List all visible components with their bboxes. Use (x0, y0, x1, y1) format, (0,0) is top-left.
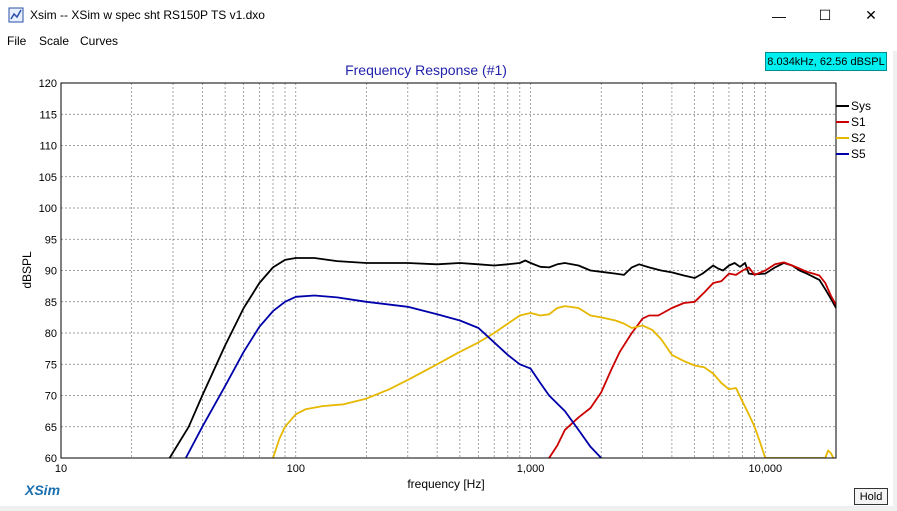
y-tick-label: 60 (45, 453, 57, 465)
cursor-readout: 8.034kHz, 62.56 dBSPL (765, 52, 887, 71)
x-axis: 10 100 1,000 10,000 (55, 463, 782, 475)
maximize-button[interactable]: ☐ (802, 0, 848, 31)
x-axis-label: frequency [Hz] (407, 477, 484, 491)
plot-area (168, 257, 836, 458)
status-strip (0, 506, 897, 511)
series-line-s5 (185, 294, 602, 458)
y-tick-label: 95 (45, 234, 57, 246)
y-tick-label: 80 (45, 328, 57, 340)
chart-window (0, 51, 897, 511)
x-tick-label: 1,000 (517, 463, 545, 475)
legend-label-s1: S1 (851, 115, 866, 129)
maximize-icon: ☐ (818, 7, 832, 23)
grid (61, 83, 836, 458)
legend-label-s5: S5 (851, 147, 866, 161)
y-tick-label: 110 (39, 141, 57, 153)
menu-bar: File Scale Curves (0, 31, 897, 51)
y-tick-label: 65 (45, 422, 57, 434)
y-tick-label: 115 (39, 109, 57, 121)
plot-border (60, 82, 837, 459)
x-tick-label: 10 (55, 463, 67, 475)
menu-curves[interactable]: Curves (80, 34, 119, 48)
series-line-s1 (548, 261, 836, 458)
y-axis: 60 65 70 75 80 85 90 95 100 105 110 115 120 (39, 78, 57, 465)
legend-label-sys: Sys (851, 99, 871, 113)
app-icon (8, 7, 24, 23)
close-button[interactable]: ✕ (848, 0, 894, 31)
window-title: Xsim -- XSim w spec sht RS150P TS v1.dxo (30, 8, 265, 22)
minimize-button[interactable]: — (756, 0, 802, 31)
minimize-icon: — (772, 7, 786, 24)
hold-button[interactable]: Hold (854, 488, 888, 505)
chart-title: Frequency Response (#1) (345, 62, 507, 78)
y-tick-label: 75 (45, 359, 57, 371)
y-tick-label: 105 (39, 172, 57, 184)
xsim-logo: XSim (25, 482, 61, 498)
y-axis-label: dBSPL (20, 251, 34, 289)
menu-file[interactable]: File (7, 34, 27, 48)
y-tick-label: 120 (39, 78, 57, 90)
close-icon: ✕ (865, 7, 877, 23)
x-tick-label: 100 (287, 463, 305, 475)
title-bar: Xsim -- XSim w spec sht RS150P TS v1.dxo… (0, 0, 897, 32)
legend: Sys S1 S2 S5 (836, 99, 871, 161)
y-tick-label: 85 (45, 297, 57, 309)
y-tick-label: 70 (45, 391, 57, 403)
menu-scale[interactable]: Scale (39, 34, 70, 48)
series-line-sys (168, 257, 836, 458)
legend-label-s2: S2 (851, 131, 866, 145)
series-line-s2 (272, 305, 835, 458)
x-tick-label: 10,000 (748, 463, 782, 475)
y-tick-label: 100 (39, 203, 57, 215)
y-tick-label: 90 (45, 266, 57, 278)
